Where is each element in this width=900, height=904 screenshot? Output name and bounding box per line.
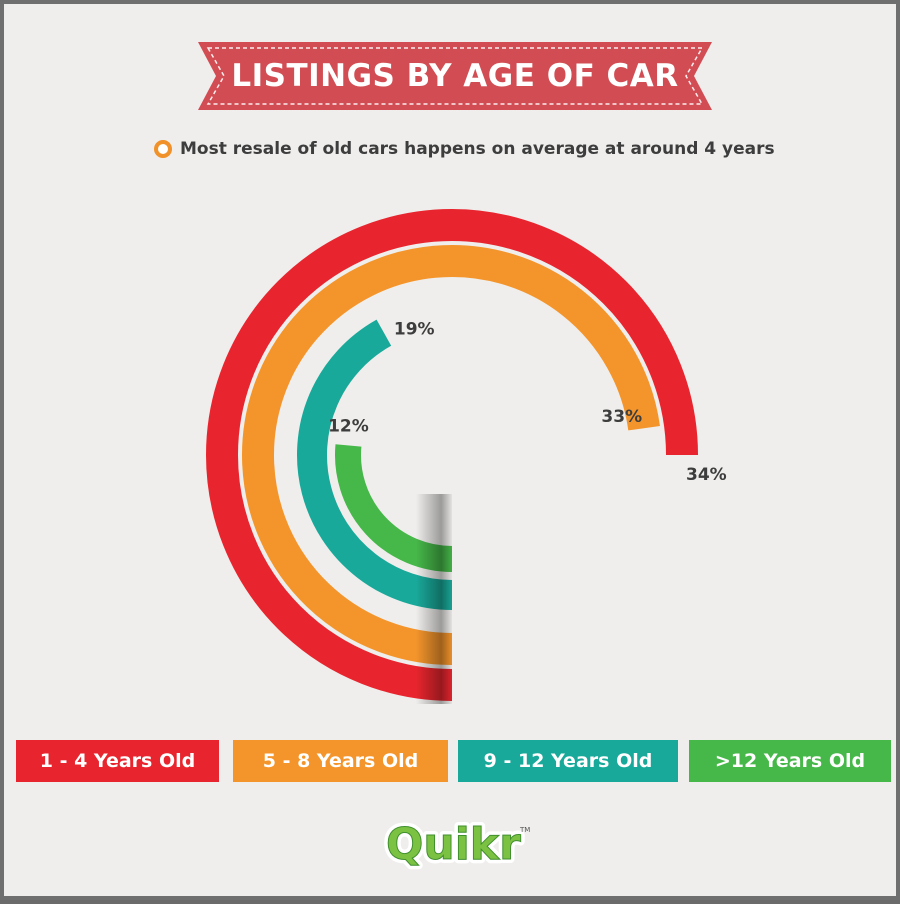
data-label-2: 33% [601,407,642,427]
legend-item-9-12-years: 9 - 12 Years Old [458,740,678,782]
quikr-logo-image: Quikr Quikr TM [382,815,530,874]
legend-item-5-8-years: 5 - 8 Years Old [233,740,448,782]
legend-item-1-4-years: 1 - 4 Years Old [16,740,219,782]
subtitle-row: Most resale of old cars happens on avera… [154,135,775,163]
quikr-logo: Quikr Quikr TM [380,812,540,874]
legend-label: >12 Years Old [714,750,866,772]
ribbon-shape [198,42,712,110]
data-label-4: 12% [328,416,369,436]
title-banner: LISTINGS BY AGE OF CAR [198,42,712,110]
legend-item-over-12-years: >12 Years Old [689,740,891,782]
subtitle: Most resale of old cars happens on avera… [180,139,775,159]
legend-label: 9 - 12 Years Old [483,750,653,772]
bullet-icon [154,140,172,158]
svg-text:Quikr: Quikr [386,819,521,870]
arc-2 [242,245,660,665]
legend-label: 1 - 4 Years Old [39,750,196,772]
data-label-3: 19% [394,320,435,340]
arc-3 [297,319,453,610]
page-title: LISTINGS BY AGE OF CAR [231,58,679,94]
fold-shadow [416,494,452,704]
legend-label: 5 - 8 Years Old [262,750,419,772]
svg-text:Quikr: Quikr [386,819,521,870]
data-label-1: 34% [686,465,727,485]
arc-1 [206,209,698,701]
radial-bar-chart: 34% 33% 19% 12% [206,209,727,704]
svg-text:TM: TM [519,826,530,834]
